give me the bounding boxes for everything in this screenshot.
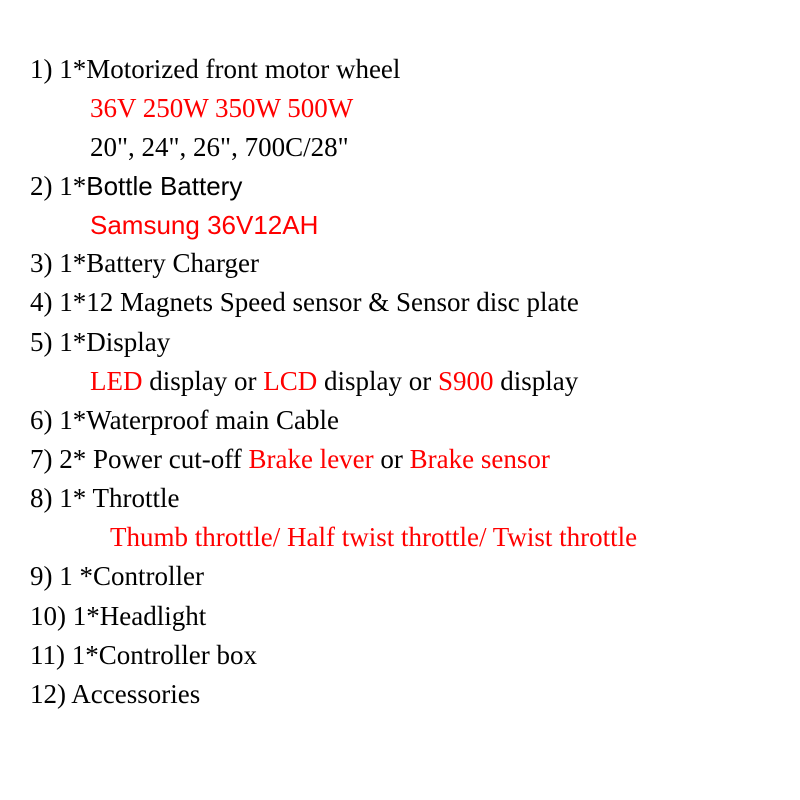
item-5-text: 1*Display xyxy=(53,327,171,357)
item-9-text: 1 *Controller xyxy=(53,561,204,591)
item-3: 3) 1*Battery Charger xyxy=(30,244,780,283)
item-4-number: 4) xyxy=(30,287,53,317)
item-7-brake-sensor: Brake sensor xyxy=(410,444,550,474)
item-1-spec-size: 20", 24", 26", 700C/28" xyxy=(30,128,780,167)
item-5-t3: display xyxy=(494,366,579,396)
item-5: 5) 1*Display xyxy=(30,323,780,362)
item-5-number: 5) xyxy=(30,327,53,357)
item-7-number: 7) xyxy=(30,444,53,474)
item-5-t2: display or xyxy=(317,366,438,396)
item-2: 2) 1*Bottle Battery xyxy=(30,167,780,206)
item-2-spec: Samsung 36V12AH xyxy=(30,207,780,245)
item-2-text: Bottle Battery xyxy=(86,171,242,201)
item-4-text: 1*12 Magnets Speed sensor & Sensor disc … xyxy=(53,287,579,317)
item-8: 8) 1* Throttle xyxy=(30,479,780,518)
item-6-number: 6) xyxy=(30,405,53,435)
item-6: 6) 1*Waterproof main Cable xyxy=(30,401,780,440)
item-2-number: 2) xyxy=(30,171,53,201)
item-8-text: 1* Throttle xyxy=(53,483,180,513)
item-11-number: 11) xyxy=(30,640,65,670)
item-7-brake-lever: Brake lever xyxy=(248,444,373,474)
item-12-number: 12) xyxy=(30,679,66,709)
item-7: 7) 2* Power cut-off Brake lever or Brake… xyxy=(30,440,780,479)
item-6-text: 1*Waterproof main Cable xyxy=(53,405,339,435)
item-1-number: 1) xyxy=(30,54,53,84)
item-1: 1) 1*Motorized front motor wheel xyxy=(30,50,780,89)
item-10-text: 1*Headlight xyxy=(66,601,206,631)
item-5-led: LED xyxy=(90,366,142,396)
item-3-text: 1*Battery Charger xyxy=(53,248,259,278)
item-4: 4) 1*12 Magnets Speed sensor & Sensor di… xyxy=(30,283,780,322)
item-8-spec: Thumb throttle/ Half twist throttle/ Twi… xyxy=(30,518,780,557)
item-5-s900: S900 xyxy=(438,366,494,396)
item-11-text: 1*Controller box xyxy=(65,640,257,670)
item-8-number: 8) xyxy=(30,483,53,513)
item-5-spec: LED display or LCD display or S900 displ… xyxy=(30,362,780,401)
item-12: 12) Accessories xyxy=(30,675,780,714)
item-11: 11) 1*Controller box xyxy=(30,636,780,675)
item-12-text: Accessories xyxy=(66,679,200,709)
item-5-lcd: LCD xyxy=(263,366,317,396)
item-1-spec-power: 36V 250W 350W 500W xyxy=(30,89,780,128)
item-5-t1: display or xyxy=(142,366,263,396)
item-10-number: 10) xyxy=(30,601,66,631)
item-9-number: 9) xyxy=(30,561,53,591)
item-10: 10) 1*Headlight xyxy=(30,597,780,636)
package-contents-list: 1) 1*Motorized front motor wheel 36V 250… xyxy=(0,0,800,734)
item-7-or: or xyxy=(374,444,410,474)
item-7-prefix: 2* Power cut-off xyxy=(53,444,249,474)
item-2-prefix: 1* xyxy=(53,171,87,201)
item-1-text: 1*Motorized front motor wheel xyxy=(53,54,401,84)
item-9: 9) 1 *Controller xyxy=(30,557,780,596)
item-3-number: 3) xyxy=(30,248,53,278)
